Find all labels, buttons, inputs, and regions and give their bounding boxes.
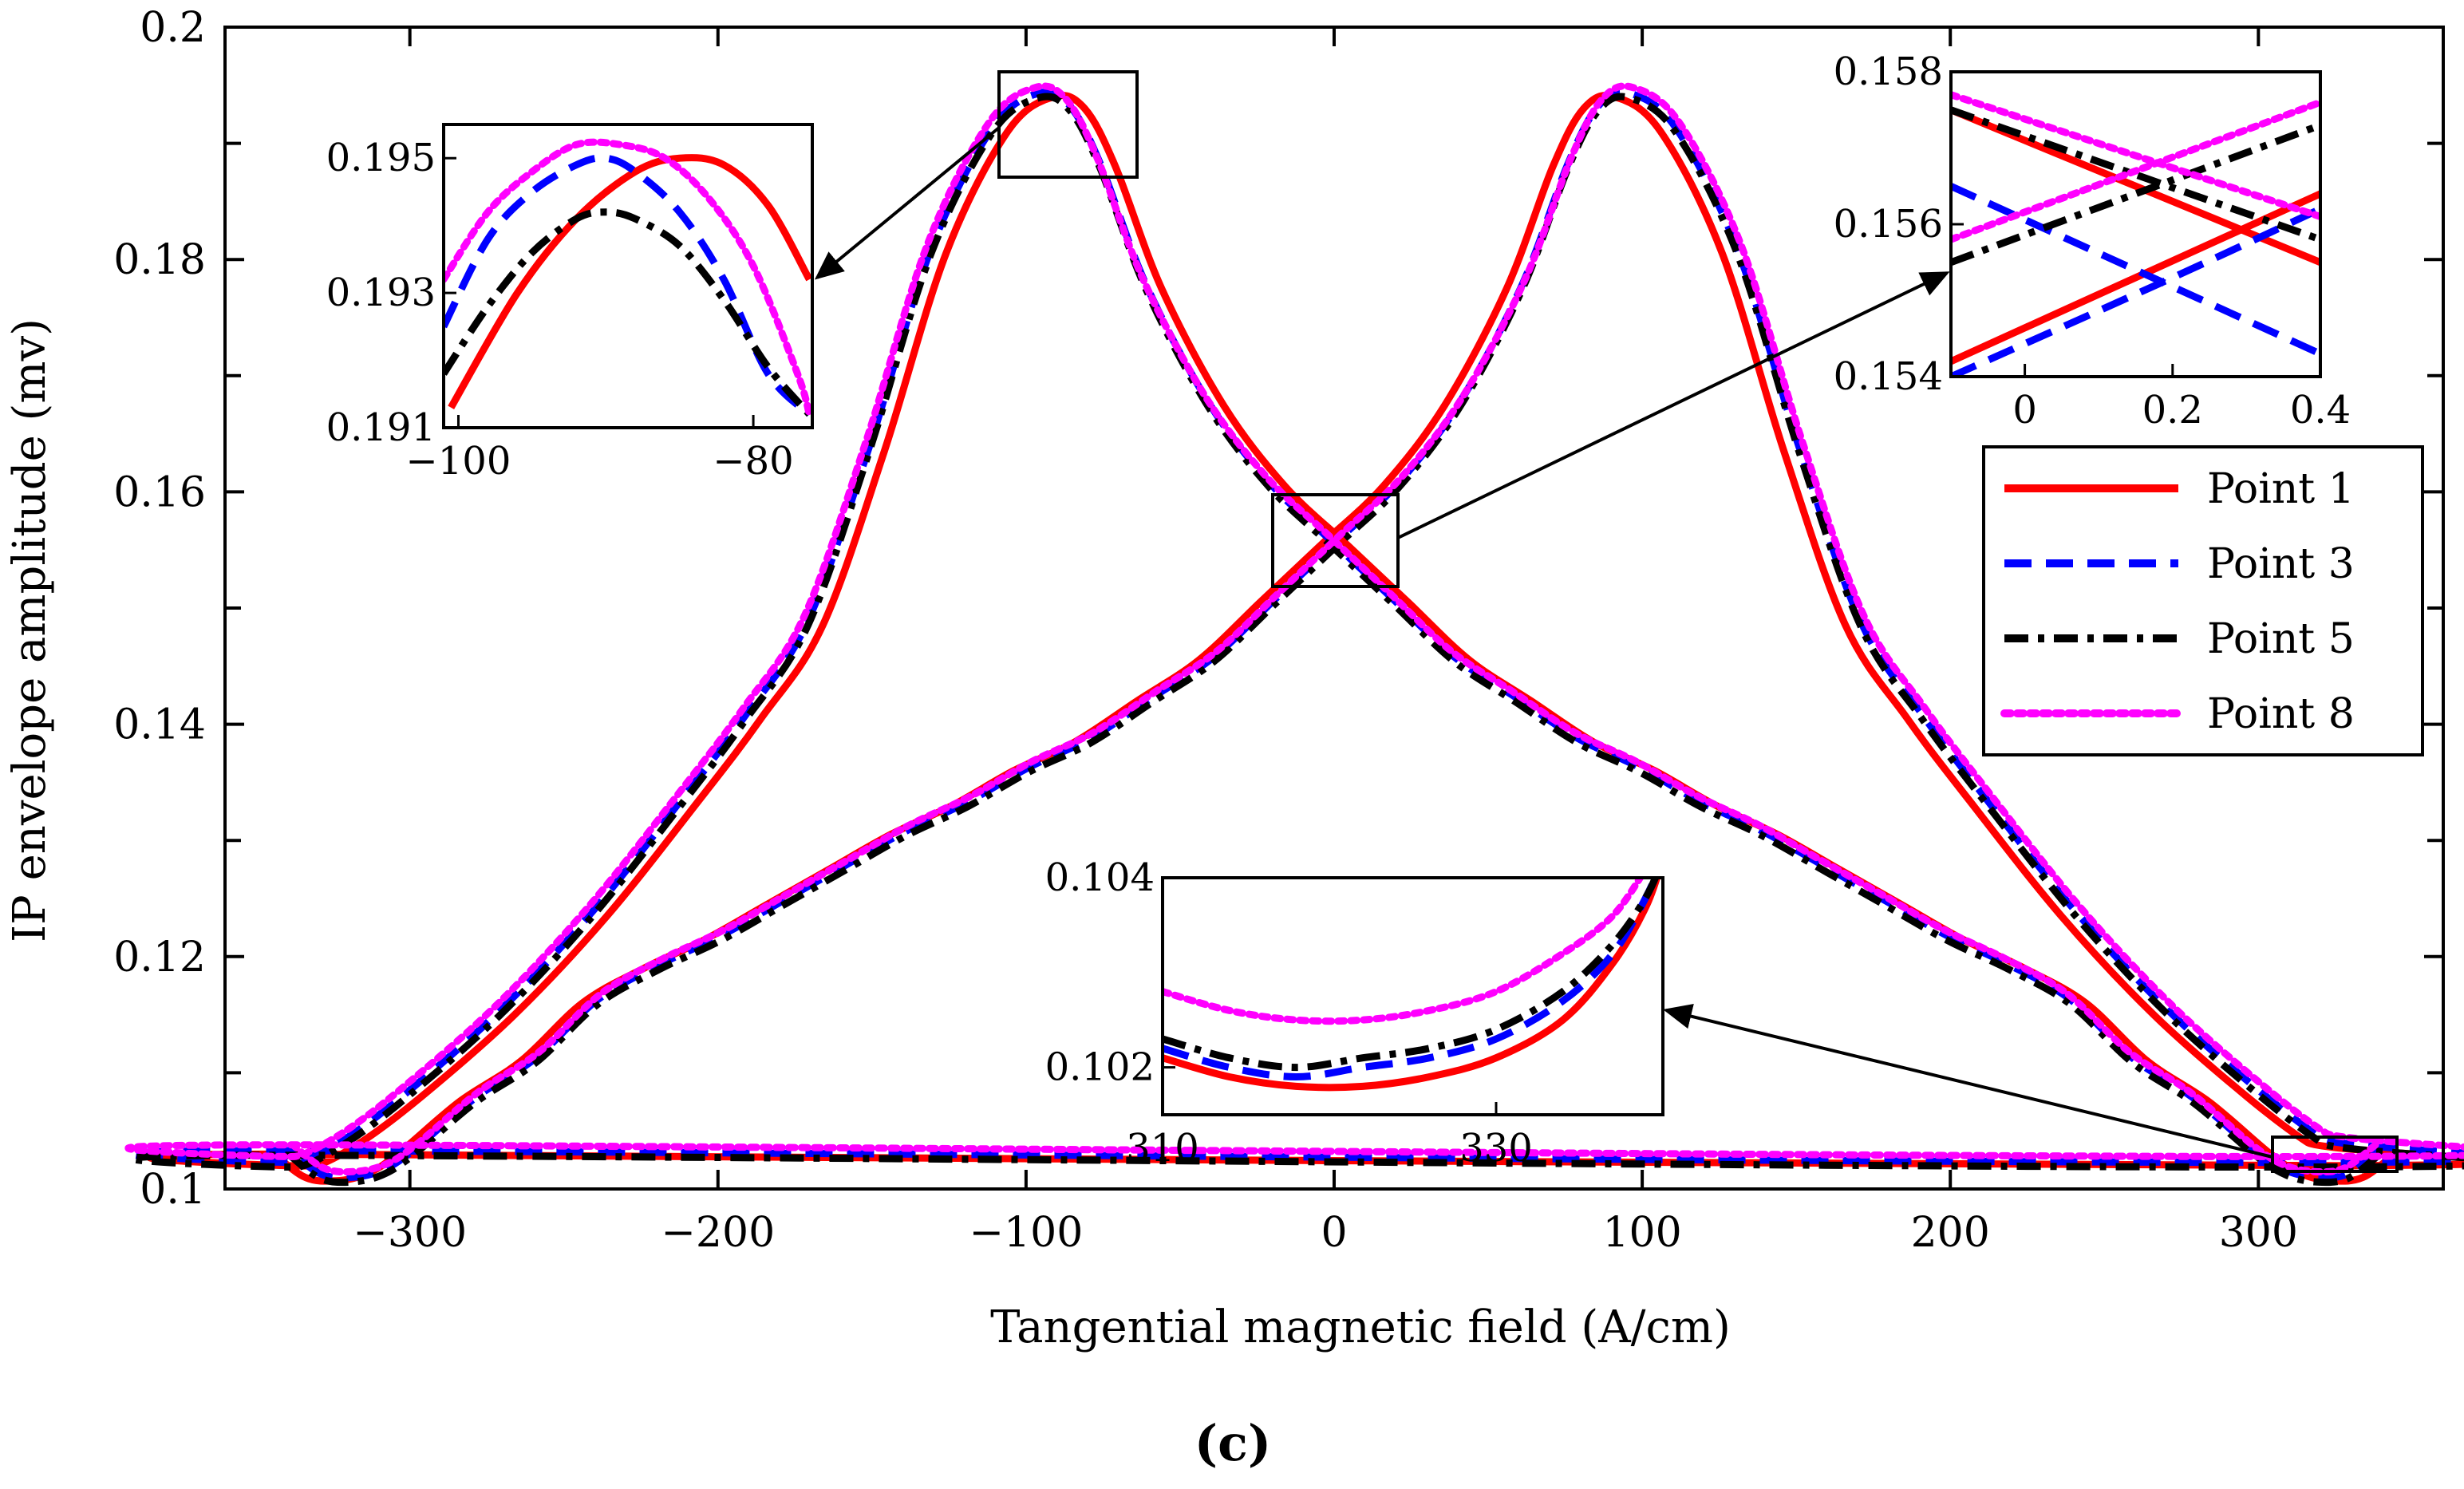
inset-valley-right-background xyxy=(1163,878,1663,1115)
legend: Point 1 Point 3 Point 5 Point 8 xyxy=(1982,445,2424,756)
inset-valley-right: 310 330 0.102 0.104 xyxy=(1045,855,1664,1171)
inset-peak-left-frame xyxy=(442,123,814,429)
legend-label-point-1: Point 1 xyxy=(2207,465,2355,513)
x-tick-label: −100 xyxy=(969,1209,1083,1257)
inset-valley-right-arrow xyxy=(1663,1003,2273,1159)
inset-peak-left-series-point-1-line xyxy=(448,154,812,409)
legend-entry-point-5: Point 5 xyxy=(2004,615,2355,663)
legend-label-point-5: Point 5 xyxy=(2207,615,2355,663)
inset-crossing-series-point-1-line xyxy=(1951,190,2320,365)
series-point-8-line xyxy=(124,82,2464,1176)
legend-label-point-8: Point 8 xyxy=(2207,690,2355,738)
inset-valley-right-series-point-1-line xyxy=(1163,878,1661,1092)
inset-peak-left-arrow xyxy=(814,126,1001,280)
inset-crossing-x-tick-label: 0 xyxy=(2012,388,2037,432)
inset-valley-right-frame xyxy=(1161,876,1664,1116)
x-tick-label: 100 xyxy=(1602,1209,1681,1257)
legend-entry-point-8: Point 8 xyxy=(2000,690,2355,738)
inset-peak-left-series-point-3-line xyxy=(444,154,812,417)
inset-peak-left: −100 −80 0.191 0.193 0.195 xyxy=(326,123,814,484)
inset-peak-left-x-tick-label: −80 xyxy=(713,439,793,484)
inset-crossing-y-tick-label: 0.158 xyxy=(1834,49,1943,94)
inset-crossing-series-point-8-line xyxy=(1951,91,2320,220)
inset-peak-left-lines xyxy=(444,138,812,418)
legend-box xyxy=(1982,445,2424,756)
series-point-3-line xyxy=(128,88,2464,1182)
x-tick-label: 0 xyxy=(1321,1209,1347,1257)
inset-crossing-lines xyxy=(1951,91,2320,377)
zoom-boxes xyxy=(814,70,2399,1173)
y-tick-label: 0.1 xyxy=(140,1166,206,1214)
y-tick-label: 0.16 xyxy=(113,468,206,516)
inset-peak-left-zoom-box xyxy=(997,70,1139,179)
inset-crossing-arrow xyxy=(1397,271,1950,539)
inset-crossing-series-point-8-line xyxy=(1951,98,2320,243)
inset-crossing-x-tick-label: 0.4 xyxy=(2290,388,2351,432)
inset-valley-right-x-tick-label: 310 xyxy=(1126,1126,1199,1171)
x-axis-label: Tangential magnetic field (A/cm) xyxy=(990,1301,1731,1353)
inset-peak-left-series-point-5-line xyxy=(444,208,812,417)
inset-valley-right-series-point-3-line xyxy=(1163,878,1660,1081)
y-tick-label: 0.2 xyxy=(140,4,206,52)
y-tick-label: 0.12 xyxy=(113,934,206,981)
inset-crossing-x-tick-label: 0.2 xyxy=(2142,388,2203,432)
inset-valley-right-zoom-box xyxy=(2271,1136,2399,1173)
inset-peak-left-y-tick-label: 0.195 xyxy=(326,136,436,180)
x-tick-label: −300 xyxy=(353,1209,467,1257)
inset-peak-left-x-tick-label: −100 xyxy=(406,439,511,484)
inset-peak-left-series-point-8-line xyxy=(444,138,812,418)
inset-peak-left-y-tick-label: 0.191 xyxy=(326,405,436,450)
y-tick-label: 0.18 xyxy=(113,236,206,284)
inset-valley-right-y-tick-label: 0.102 xyxy=(1045,1045,1155,1090)
y-axis-label: IP envelope amplitude (mv) xyxy=(4,318,56,942)
inset-valley-right-series-point-5-line xyxy=(1163,878,1660,1072)
inset-crossing-zoom-box xyxy=(1271,493,1400,588)
figure-caption: (c) xyxy=(1194,1414,1271,1472)
inset-crossing-y-tick-label: 0.156 xyxy=(1834,202,1943,247)
inset-valley-right-x-tick-label: 330 xyxy=(1459,1126,1533,1171)
inset-valley-right-y-tick-label: 0.104 xyxy=(1045,855,1155,900)
inset-peak-left-y-tick-label: 0.193 xyxy=(326,271,436,315)
y-tick-label: 0.14 xyxy=(113,701,206,749)
inset-crossing-series-point-5-line xyxy=(1951,106,2320,243)
main-axes: −300 −200 −100 0 100 200 300 0.1 0.12 0.14 0.16 0.1… xyxy=(113,4,2445,1257)
legend-entry-point-3: Point 3 xyxy=(2004,540,2355,588)
inset-crossing: 0 0.2 0.4 0.154 0.156 0.158 xyxy=(1834,49,2351,432)
inset-crossing-series-point-3-line xyxy=(1951,205,2320,377)
x-tick-label: −200 xyxy=(661,1209,775,1257)
main-plot-lines xyxy=(124,82,2464,1187)
x-tick-label: 200 xyxy=(1911,1209,1990,1257)
series-point-5-line xyxy=(128,93,2464,1187)
inset-crossing-series-point-5-line xyxy=(1951,121,2320,267)
inset-crossing-y-tick-label: 0.154 xyxy=(1834,354,1943,399)
x-tick-label: 300 xyxy=(2219,1209,2298,1257)
legend-entry-point-1: Point 1 xyxy=(2004,465,2355,513)
legend-label-point-3: Point 3 xyxy=(2207,540,2355,588)
inset-valley-right-series-point-8-line xyxy=(1163,878,1645,1025)
inset-valley-right-lines xyxy=(1163,878,1661,1092)
